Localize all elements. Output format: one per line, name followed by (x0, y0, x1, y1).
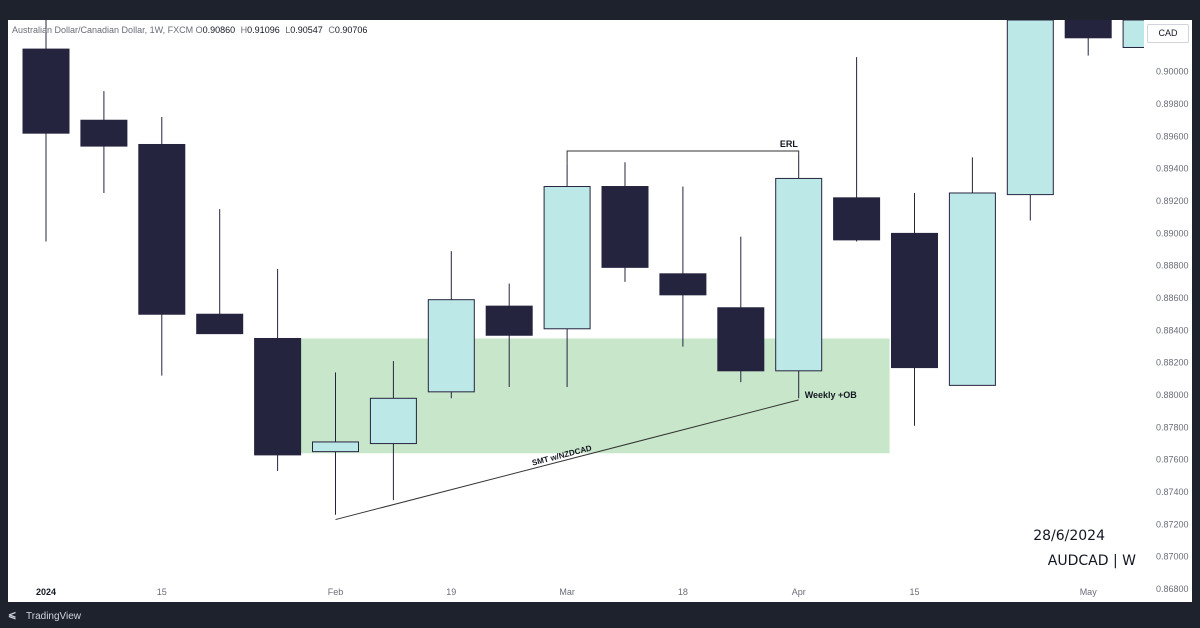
price-tick-label: 0.88400 (1156, 325, 1189, 335)
ohlc-close-label: C (328, 25, 335, 35)
price-tick-label: 0.88200 (1156, 358, 1189, 368)
price-tick-label: 0.88800 (1156, 261, 1189, 271)
bullish-candle[interactable] (312, 441, 359, 453)
time-tick-label: 15 (157, 587, 167, 597)
bearish-candle[interactable] (659, 273, 707, 296)
candles-group (22, 20, 1169, 515)
price-tick-label: 0.88000 (1156, 390, 1189, 400)
time-tick-label: Apr (792, 587, 806, 597)
ohlc-low-label: L (285, 25, 291, 35)
footer-bar: ⩽ TradingView (0, 604, 1200, 628)
price-tick-label: 0.87400 (1156, 487, 1189, 497)
bearish-candle[interactable] (485, 305, 533, 336)
overlay-symbol: AUDCAD | W (1047, 553, 1136, 569)
price-tick-label: 0.89400 (1156, 164, 1189, 174)
bearish-candle[interactable] (22, 48, 70, 134)
zone-label: Weekly +OB (805, 390, 858, 400)
price-tick-label: 0.90000 (1156, 67, 1189, 77)
time-tick-label: 19 (446, 587, 456, 597)
bullish-candle[interactable] (369, 397, 417, 445)
ohlc-open-value: 0.90860 (202, 25, 236, 35)
bearish-candle[interactable] (80, 119, 128, 147)
erl-line (566, 150, 800, 164)
price-tick-label: 0.87200 (1156, 519, 1189, 529)
time-tick-label: Feb (328, 587, 344, 597)
currency-badge[interactable]: CAD (1147, 24, 1189, 43)
overlay-date: 28/6/2024 (1033, 528, 1105, 544)
ohlc-close-value: 0.90706 (334, 25, 368, 35)
smt-line (335, 399, 799, 521)
ohlc-high-label: H (240, 25, 248, 35)
erl-label: ERL (780, 139, 799, 149)
price-tick-label: 0.87800 (1156, 422, 1189, 432)
tradingview-brand[interactable]: TradingView (26, 610, 82, 622)
bullish-candle[interactable] (1122, 20, 1169, 48)
price-tick-label: 0.89800 (1156, 99, 1189, 109)
tradingview-logo-icon[interactable]: ⩽ (8, 610, 17, 621)
chart-header: Australian Dollar/Canadian Dollar, 1W, F… (12, 25, 370, 35)
ohlc-high-value: 0.91096 (247, 25, 280, 35)
time-tick-label: Mar (559, 587, 575, 597)
price-tick-label: 0.89000 (1156, 228, 1189, 238)
bullish-candle[interactable] (1006, 20, 1054, 196)
bullish-candle[interactable] (543, 186, 591, 330)
time-tick-label: 2024 (36, 587, 56, 597)
instrument-title: Australian Dollar/Canadian Dollar, 1W, F… (12, 25, 194, 35)
price-tick-label: 0.89200 (1156, 196, 1189, 206)
bullish-candle[interactable] (775, 177, 823, 372)
bearish-candle[interactable] (833, 197, 881, 241)
bearish-candle[interactable] (196, 313, 244, 335)
bearish-candle[interactable] (601, 186, 649, 268)
bullish-candle[interactable] (948, 192, 996, 386)
price-tick-label: 0.87600 (1156, 455, 1189, 465)
time-tick-label: 15 (909, 587, 919, 597)
price-tick-label: 0.88600 (1156, 293, 1189, 303)
time-tick-label: 18 (678, 587, 688, 597)
bearish-candle[interactable] (717, 307, 765, 372)
time-tick-label: May (1080, 587, 1098, 597)
price-tick-label: 0.86800 (1156, 584, 1189, 594)
bullish-candle[interactable] (427, 299, 475, 393)
bearish-candle[interactable] (138, 143, 186, 315)
price-tick-label: 0.89600 (1156, 131, 1189, 141)
bearish-candle[interactable] (1064, 20, 1112, 39)
price-tick-label: 0.87000 (1156, 552, 1189, 562)
ohlc-low-value: 0.90547 (290, 25, 323, 35)
bearish-candle[interactable] (254, 337, 302, 456)
bearish-candle[interactable] (891, 232, 938, 369)
ohlc-open-label: O (195, 25, 203, 35)
